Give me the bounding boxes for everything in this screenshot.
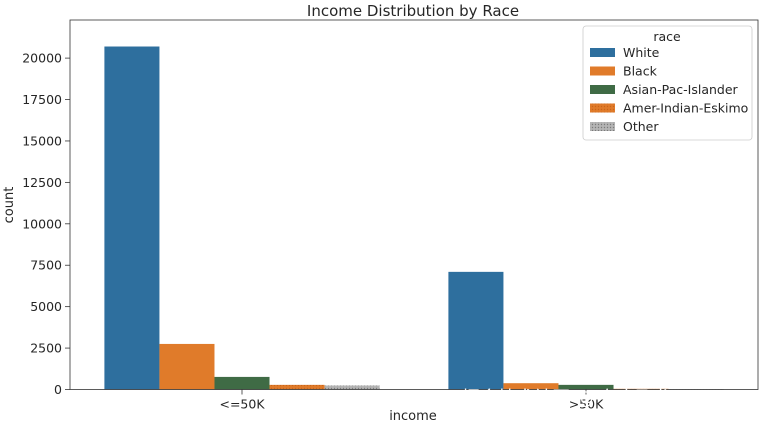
- plot-frame: [69, 19, 759, 390]
- y-tick-label: 10000: [22, 216, 62, 231]
- bar-white-2: [448, 271, 504, 390]
- y-tick-label: 15000: [22, 133, 62, 148]
- y-tick-label: 17500: [22, 92, 62, 107]
- legend-items: White Black Asian-Pac-Islander Amer-Indian-…: [590, 45, 748, 134]
- legend-title: race: [653, 29, 681, 44]
- legend-label: White: [623, 45, 660, 60]
- y-tick-label: 12500: [22, 175, 62, 190]
- legend-swatch: [590, 66, 615, 76]
- legend-swatch: [590, 122, 615, 131]
- y-tick-label: 7500: [30, 258, 62, 273]
- bar-asian-pac-islander-1: [214, 376, 270, 390]
- bar-other-1: [324, 385, 380, 390]
- y-tick-label: 0: [54, 382, 62, 397]
- legend-swatch: [590, 48, 615, 57]
- x-tick-label: >50K: [569, 397, 604, 412]
- x-axis-label: income: [389, 409, 437, 424]
- bar-white-1: [104, 46, 160, 390]
- y-tick-label: 2500: [30, 341, 62, 356]
- bar-amer-indian-eskimo-1: [269, 384, 325, 390]
- x-axis-ticks: <=50K >50K: [219, 389, 604, 412]
- y-tick-label: 20000: [22, 51, 62, 66]
- bar-black-1: [159, 343, 215, 390]
- chart-title: Income Distribution by Race: [307, 2, 519, 20]
- y-axis-label: count: [2, 187, 17, 224]
- legend-box: [582, 25, 753, 141]
- bars: [104, 46, 724, 390]
- y-axis-ticks: 0 2500 5000 7500 10000 12500 15000 17500 20000: [22, 51, 70, 397]
- y-tick-label: 5000: [30, 299, 62, 314]
- legend-swatch: [590, 85, 615, 94]
- bar-asian-pac-islander-2: [558, 384, 614, 390]
- legend-label: Asian-Pac-Islander: [623, 82, 739, 97]
- watermark-text: 掘金技术社区 @ 布客飞龙: [462, 388, 671, 409]
- bar-black-2: [503, 383, 559, 390]
- legend-label: Black: [623, 64, 658, 79]
- legend: race White Black Asian-Pac-Islander Amer-In…: [582, 25, 753, 141]
- legend-label: Amer-Indian-Eskimo: [623, 101, 748, 116]
- x-tick-label: <=50K: [219, 397, 265, 412]
- legend-swatch: [590, 103, 615, 113]
- legend-label: Other: [623, 119, 659, 134]
